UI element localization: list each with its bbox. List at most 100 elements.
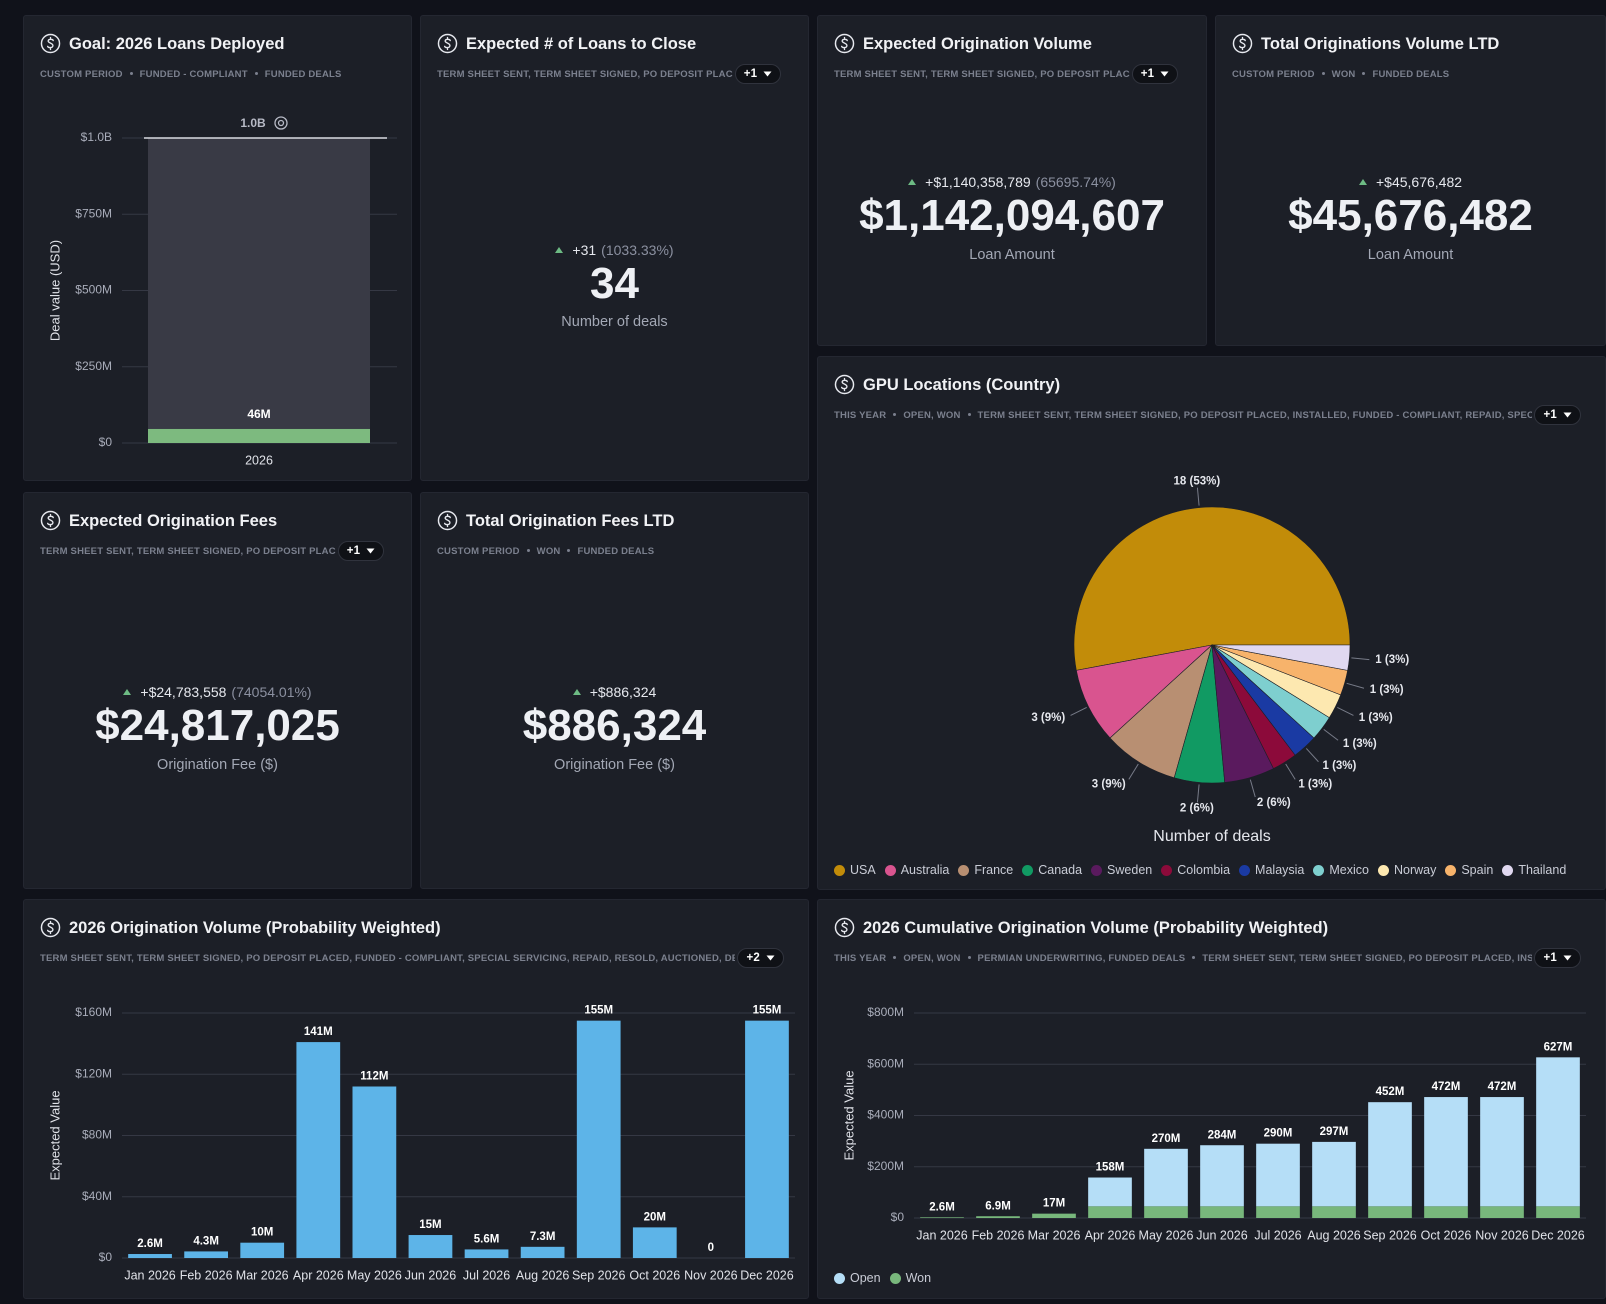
change-percent: (1033.33%) <box>601 241 674 258</box>
bar-value-label: 0 <box>708 1242 714 1254</box>
icon-glyph <box>840 377 848 392</box>
y-tick-label: $0 <box>891 1210 905 1224</box>
filter: FUNDED - COMPLIANT <box>139 68 248 80</box>
y-tick-label: $250M <box>75 359 112 373</box>
leader-line <box>1346 682 1365 689</box>
bar <box>1368 1206 1412 1218</box>
filters: CUSTOM PERIOD WON FUNDED DEALS <box>1232 69 1449 80</box>
filter-row: CUSTOM PERIOD FUNDED - COMPLIANT FUNDED DE… <box>40 64 387 84</box>
icon-glyph <box>840 920 848 935</box>
filter-badge[interactable]: +1 <box>1534 948 1581 968</box>
y-tick-label: $500M <box>75 283 112 297</box>
x-tick-label: Dec 2026 <box>740 1268 794 1282</box>
up-arrow <box>1358 179 1367 186</box>
legend-swatch <box>1022 864 1034 876</box>
icon-ring <box>834 374 855 395</box>
kpi-label: Loan Amount <box>1367 246 1454 263</box>
legend-item: Open <box>834 1271 881 1285</box>
slice-label: 1 (3%) <box>1298 778 1332 790</box>
kpi-label: Loan Amount <box>969 246 1055 263</box>
legend-label: Open <box>850 1271 881 1285</box>
filter-row: THIS YEAR OPEN, WON TERM SHEET SENT, TERM … <box>834 405 1581 425</box>
x-tick-label: Apr 2026 <box>1085 1228 1136 1242</box>
kpi: +$45,676,482 $45,676,482 Loan Amount <box>1216 100 1605 337</box>
legend-item: Norway <box>1377 863 1437 877</box>
bar <box>1032 1213 1076 1218</box>
kpi: +31 (1033.33%) 34 Number of deals <box>421 100 808 472</box>
dropdown-caret <box>1563 955 1572 961</box>
filter-badge[interactable]: +1 <box>1131 64 1179 84</box>
filter-badge[interactable]: +2 <box>737 948 784 968</box>
pie-slice <box>1073 506 1351 671</box>
x-tick-label: Jan 2026 <box>916 1228 967 1242</box>
icon-ring <box>437 33 458 54</box>
filter-row: TERM SHEET SENT, TERM SHEET SIGNED, PO D… <box>437 64 784 84</box>
bar-total-label: 2.6M <box>929 1201 955 1213</box>
bar <box>148 428 370 443</box>
legend: Open Won <box>834 1271 1589 1285</box>
filters: TERM SHEET SENT, TERM SHEET SIGNED, PO D… <box>40 546 336 557</box>
leader-line <box>1196 784 1200 803</box>
legend-label: Malaysia <box>1255 863 1305 877</box>
bar <box>632 1227 677 1258</box>
bar-total-label: 17M <box>1043 1198 1065 1210</box>
x-tick-label: Nov 2026 <box>1475 1228 1529 1242</box>
separator <box>967 413 971 417</box>
icon-ring <box>437 510 458 531</box>
filter: FUNDED DEALS <box>1372 68 1450 80</box>
caret-shape <box>766 955 775 961</box>
kpi: +$1,140,358,789 (65695.74%) $1,142,094,607… <box>818 100 1206 337</box>
legend-label: Won <box>905 1271 932 1285</box>
filter: FUNDED DEALS <box>264 68 342 80</box>
bar-total-label: 270M <box>1152 1133 1181 1145</box>
bar-value-label: 5.6M <box>474 1233 500 1245</box>
filter-badge[interactable]: +1 <box>734 64 782 84</box>
legend-label: Norway <box>1393 863 1437 877</box>
legend-swatch <box>1091 864 1103 876</box>
legend-label: France <box>974 863 1014 877</box>
dropdown-caret <box>1160 71 1169 77</box>
filters: THIS YEAR OPEN, WON TERM SHEET SENT, TERM … <box>834 410 1532 421</box>
bar-total-label: 284M <box>1208 1129 1237 1141</box>
icon-ring <box>834 917 855 938</box>
filter-badge[interactable]: +1 <box>337 541 385 561</box>
bar-total-label: 452M <box>1376 1086 1405 1098</box>
bar <box>1256 1206 1300 1218</box>
slice-label: 1 (3%) <box>1343 738 1377 750</box>
bar <box>408 1235 453 1258</box>
card: Expected Origination Volume TERM SHEET SE… <box>817 15 1207 346</box>
bar-total-label: 158M <box>1096 1162 1125 1174</box>
separator <box>254 72 258 76</box>
caret-shape <box>1563 955 1572 961</box>
filters: TERM SHEET SENT, TERM SHEET SIGNED, PO D… <box>40 953 735 964</box>
change-value: +$45,676,482 <box>1375 174 1463 191</box>
kpi-change: +31 (1033.33%) <box>555 241 674 258</box>
filter: PERMIAN UNDERWRITING, FUNDED DEALS <box>977 952 1186 964</box>
up-arrow <box>572 689 581 696</box>
separator <box>1321 72 1325 76</box>
legend-swatch <box>1239 864 1251 876</box>
filter-row: TERM SHEET SENT, TERM SHEET SIGNED, PO D… <box>834 64 1182 84</box>
bar-value-label: 155M <box>584 1005 613 1017</box>
filter-badge[interactable]: +1 <box>1534 405 1581 425</box>
y-tick-label: $600M <box>867 1056 904 1070</box>
icon-glyph <box>46 36 54 51</box>
legend-item: Won <box>889 1271 932 1285</box>
y-tick-label: $1.0B <box>81 130 112 144</box>
legend-swatch <box>958 864 970 876</box>
bar-total-label: 6.9M <box>985 1200 1011 1212</box>
y-axis-title: Expected Value <box>47 1090 62 1180</box>
change-percent: (74054.01%) <box>231 684 312 701</box>
legend-swatch <box>1161 864 1173 876</box>
bar <box>1088 1206 1132 1218</box>
dropdown-caret <box>1563 412 1572 418</box>
icon-ring <box>1232 33 1253 54</box>
y-tick-label: $160M <box>75 1005 112 1019</box>
y-tick-label: $0 <box>99 1250 113 1264</box>
bar <box>1424 1097 1468 1207</box>
bar <box>296 1042 341 1258</box>
bar <box>1368 1102 1412 1207</box>
pie-slice <box>1211 644 1351 671</box>
separator <box>526 549 530 553</box>
goal-icon <box>277 119 285 127</box>
